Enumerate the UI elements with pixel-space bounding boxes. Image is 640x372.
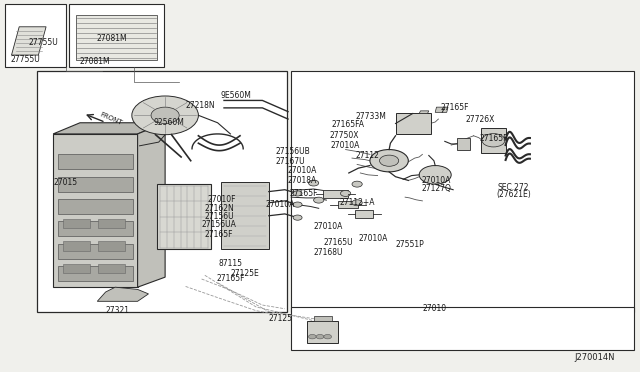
Text: 27165F: 27165F <box>289 189 318 198</box>
Text: 27755U: 27755U <box>28 38 58 46</box>
Bar <box>291 71 634 312</box>
Text: 27165F: 27165F <box>205 230 234 239</box>
Text: 27010A: 27010A <box>266 200 295 209</box>
Bar <box>291 307 634 350</box>
Circle shape <box>482 134 505 147</box>
Circle shape <box>308 334 316 339</box>
Bar <box>63 241 90 251</box>
Bar <box>98 241 125 251</box>
Circle shape <box>293 202 302 207</box>
Circle shape <box>151 107 179 124</box>
Text: 27750X: 27750X <box>330 131 359 140</box>
Circle shape <box>370 150 408 172</box>
Circle shape <box>352 200 362 206</box>
Polygon shape <box>53 134 138 287</box>
Text: 27010: 27010 <box>422 304 447 312</box>
Bar <box>76 15 157 60</box>
Bar <box>98 264 125 273</box>
Bar <box>355 210 373 218</box>
Text: 27726X: 27726X <box>466 115 495 124</box>
Bar <box>37 71 287 312</box>
Text: 27010A: 27010A <box>421 176 451 185</box>
Bar <box>58 221 133 236</box>
Circle shape <box>314 197 324 203</box>
Circle shape <box>419 166 451 184</box>
Text: 27168U: 27168U <box>314 248 343 257</box>
Text: 27218N: 27218N <box>186 101 215 110</box>
Text: SEC.272: SEC.272 <box>498 183 529 192</box>
Text: 27081M: 27081M <box>97 34 127 43</box>
Text: 27010A: 27010A <box>330 141 360 150</box>
Bar <box>307 321 338 343</box>
Text: 27010A: 27010A <box>358 234 388 243</box>
Text: 27165U: 27165U <box>323 238 353 247</box>
Bar <box>69 4 164 67</box>
Bar <box>5 4 66 67</box>
Text: 9E560M: 9E560M <box>221 92 252 100</box>
Text: 27156U: 27156U <box>205 212 234 221</box>
Polygon shape <box>12 27 46 55</box>
Bar <box>58 154 133 169</box>
Text: 27010F: 27010F <box>208 195 237 203</box>
Polygon shape <box>435 107 448 112</box>
Bar <box>323 190 348 198</box>
Text: 27010A: 27010A <box>288 166 317 175</box>
Text: 27551P: 27551P <box>396 240 424 249</box>
Bar <box>58 244 133 259</box>
Circle shape <box>352 181 362 187</box>
Bar <box>63 264 90 273</box>
Text: 27018A: 27018A <box>288 176 317 185</box>
Text: 87115: 87115 <box>219 259 243 268</box>
Circle shape <box>308 180 319 186</box>
Circle shape <box>293 191 302 196</box>
Text: 27755U: 27755U <box>11 55 40 64</box>
Text: 27733M: 27733M <box>355 112 386 121</box>
Bar <box>338 201 358 208</box>
Polygon shape <box>138 123 165 287</box>
Text: 27112: 27112 <box>355 151 379 160</box>
Text: 27167U: 27167U <box>275 157 305 166</box>
Circle shape <box>380 155 399 166</box>
Bar <box>58 266 133 281</box>
Text: 27125E: 27125E <box>230 269 259 278</box>
Text: 27127Q: 27127Q <box>421 184 451 193</box>
Text: (27621E): (27621E) <box>496 190 531 199</box>
Text: 27010A: 27010A <box>314 222 343 231</box>
Circle shape <box>132 96 198 135</box>
Text: 92560M: 92560M <box>154 118 184 126</box>
Bar <box>457 138 470 150</box>
Text: 27165F: 27165F <box>216 274 245 283</box>
Text: 27156UA: 27156UA <box>202 220 236 229</box>
Text: 27165F: 27165F <box>480 134 509 143</box>
Text: 27125: 27125 <box>269 314 293 323</box>
Bar <box>157 184 211 249</box>
Text: 27081M: 27081M <box>79 57 110 66</box>
Text: 27165FA: 27165FA <box>332 120 365 129</box>
Text: FRONT: FRONT <box>99 112 124 126</box>
Circle shape <box>316 334 324 339</box>
Circle shape <box>324 334 332 339</box>
Circle shape <box>340 190 351 196</box>
Bar <box>221 182 269 249</box>
Circle shape <box>293 215 302 220</box>
Text: 27015: 27015 <box>53 178 77 187</box>
Bar <box>481 128 506 153</box>
Bar <box>63 219 90 228</box>
Polygon shape <box>53 123 165 134</box>
Text: J270014N: J270014N <box>574 353 614 362</box>
Text: 27165F: 27165F <box>440 103 469 112</box>
Text: 27162N: 27162N <box>205 204 234 213</box>
Bar <box>396 113 431 134</box>
Bar <box>58 199 133 214</box>
Text: 27321: 27321 <box>106 306 130 315</box>
Bar <box>98 219 125 228</box>
Bar <box>58 177 133 192</box>
Polygon shape <box>419 111 429 113</box>
Bar <box>314 316 332 321</box>
Polygon shape <box>97 287 148 301</box>
Text: 27156UB: 27156UB <box>275 147 310 155</box>
Text: 27112+A: 27112+A <box>339 198 374 207</box>
